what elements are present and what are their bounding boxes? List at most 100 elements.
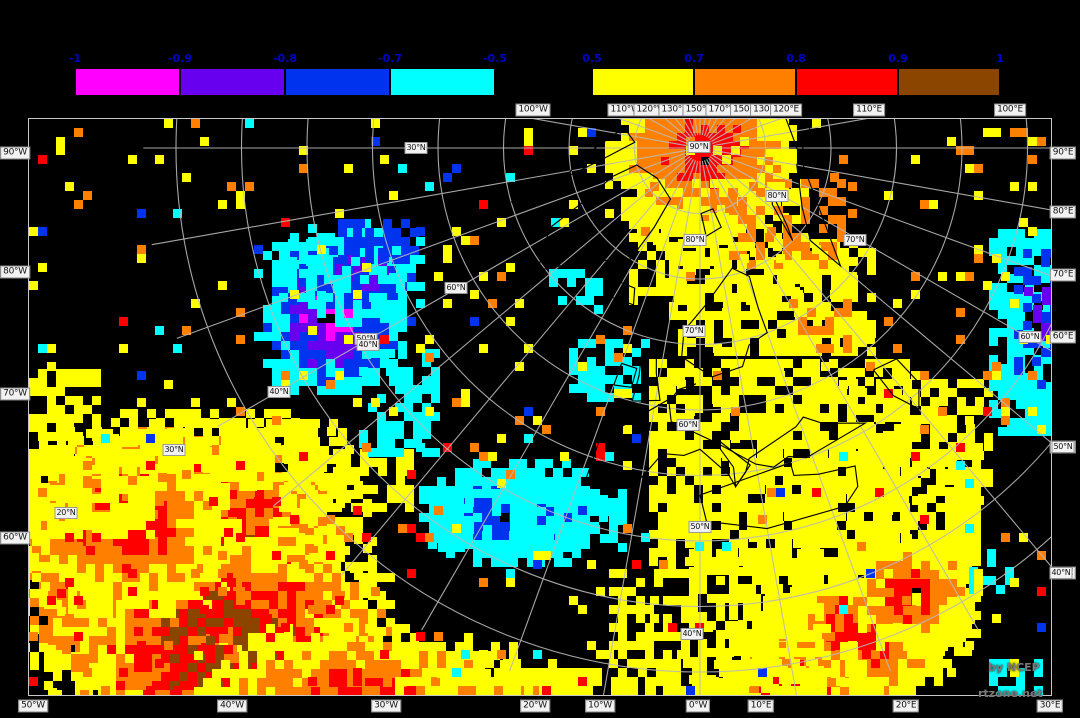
data-cell <box>192 409 201 418</box>
data-cell <box>317 368 326 377</box>
data-cell <box>299 332 308 341</box>
data-cell <box>725 197 733 205</box>
data-cell <box>122 564 131 573</box>
data-cell <box>437 495 446 504</box>
data-cell <box>491 468 500 477</box>
data-cell <box>693 149 701 157</box>
data-cell <box>183 409 192 418</box>
data-cell <box>242 582 251 591</box>
data-cell <box>482 477 491 486</box>
data-cell <box>378 467 387 476</box>
data-cell <box>317 282 326 291</box>
data-cell <box>324 293 333 302</box>
data-cell <box>74 476 83 485</box>
data-cell <box>101 521 110 530</box>
data-cell <box>327 427 336 436</box>
data-cell <box>530 686 539 695</box>
data-cell <box>125 636 134 645</box>
data-cell <box>29 449 38 458</box>
data-cell <box>335 309 344 318</box>
data-cell <box>323 618 332 627</box>
data-cell <box>80 618 89 627</box>
data-cell <box>569 348 578 357</box>
data-cell <box>317 350 326 359</box>
data-cell <box>110 494 119 503</box>
data-cell <box>210 436 219 445</box>
data-cell <box>347 669 356 678</box>
data-cell <box>242 600 251 609</box>
data-cell <box>398 300 407 309</box>
data-cell <box>212 510 221 519</box>
data-cell <box>122 438 131 447</box>
data-cell <box>569 357 578 366</box>
data-cell <box>288 284 297 293</box>
data-cell <box>544 495 553 504</box>
data-cell <box>179 681 188 690</box>
data-cell <box>329 473 338 482</box>
data-cell <box>39 607 48 616</box>
data-cell <box>140 555 149 564</box>
data-cell <box>167 455 176 464</box>
pos-colorbar-swatch-2 <box>796 68 898 96</box>
map-plot-area[interactable] <box>28 118 1052 696</box>
data-cell <box>389 309 398 318</box>
data-cell <box>431 349 440 358</box>
data-cell <box>464 477 473 486</box>
data-cell <box>29 458 38 467</box>
data-cell <box>353 269 362 278</box>
data-cell <box>131 528 140 537</box>
data-cell <box>392 642 401 651</box>
data-cell <box>48 589 57 598</box>
data-cell <box>374 237 383 246</box>
data-cell <box>158 546 167 555</box>
data-cell <box>39 625 48 634</box>
data-cell <box>422 677 431 686</box>
data-cell <box>374 642 383 651</box>
data-cell <box>110 512 119 521</box>
data-cell <box>369 458 378 467</box>
data-cell <box>98 672 107 681</box>
data-cell <box>725 173 733 181</box>
data-cell <box>215 663 224 672</box>
data-cell <box>362 314 371 323</box>
data-cell <box>344 377 353 386</box>
data-cell <box>149 546 158 555</box>
data-cell <box>404 394 413 403</box>
data-cell <box>107 672 116 681</box>
data-cell <box>306 284 315 293</box>
data-cell <box>101 476 110 485</box>
data-cell <box>224 546 233 555</box>
data-cell <box>347 633 356 642</box>
data-cell <box>791 215 800 224</box>
data-cell <box>378 458 387 467</box>
data-cell <box>56 530 65 539</box>
data-cell <box>557 668 566 677</box>
data-cell <box>66 652 75 661</box>
data-cell <box>167 483 176 492</box>
data-cell <box>266 660 275 669</box>
data-cell <box>438 516 447 525</box>
data-cell <box>275 633 284 642</box>
data-cell <box>98 654 107 663</box>
data-cell <box>563 504 572 513</box>
data-cell <box>557 695 566 696</box>
data-cell <box>701 206 710 215</box>
data-cell <box>287 609 296 618</box>
data-cell <box>549 278 558 287</box>
data-cell <box>158 600 167 609</box>
data-cell <box>401 246 410 255</box>
data-cell <box>125 690 134 695</box>
data-cell <box>89 618 98 627</box>
data-cell <box>215 654 224 663</box>
data-cell <box>557 686 566 695</box>
data-cell <box>120 409 129 418</box>
data-cell <box>709 189 717 197</box>
data-cell <box>264 526 273 535</box>
data-cell <box>781 173 789 181</box>
data-cell <box>203 419 212 428</box>
data-cell <box>86 582 95 591</box>
neg-colorbar-tick-1: -0.9 <box>167 52 193 65</box>
data-cell <box>317 300 326 309</box>
data-cell <box>32 510 41 519</box>
data-cell <box>188 681 197 690</box>
